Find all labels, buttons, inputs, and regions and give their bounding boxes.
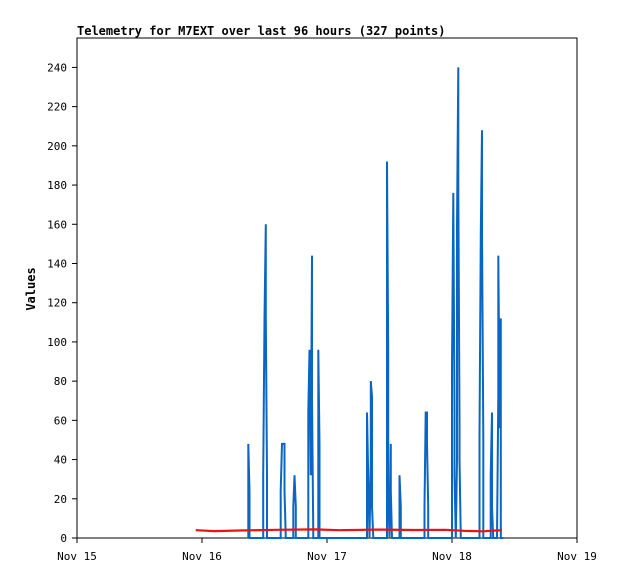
y-tick-label: 100 [47,336,67,349]
x-tick-label: Nov 19 [557,550,597,563]
x-tick-label: Nov 17 [307,550,347,563]
y-tick-label: 200 [47,140,67,153]
chart-title: Telemetry for M7EXT over last 96 hours (… [77,24,445,38]
y-tick-label: 40 [54,454,67,467]
x-tick-label: Nov 16 [182,550,222,563]
x-tick-label: Nov 15 [57,550,97,563]
plot-area-frame [76,37,578,539]
y-axis: 0 20 40 60 80 100 120 140 160 180 200 220 240 [47,61,77,545]
y-tick-label: 220 [47,101,67,114]
y-tick-label: 60 [54,414,67,427]
series-layer [195,67,504,539]
series-line-1 [247,67,504,539]
y-tick-label: 240 [47,61,67,74]
y-tick-label: 160 [47,218,67,231]
series-line-2 [195,528,503,533]
y-tick-label: 20 [54,493,67,506]
x-tick-label: Nov 18 [432,550,472,563]
y-axis-label: Values [24,267,38,310]
y-tick-label: 80 [54,375,67,388]
x-axis: Nov 15 Nov 16 Nov 17 Nov 18 Nov 19 [57,538,597,563]
y-tick-label: 140 [47,257,67,270]
y-tick-label: 0 [60,532,67,545]
y-tick-label: 120 [47,297,67,310]
y-tick-label: 180 [47,179,67,192]
